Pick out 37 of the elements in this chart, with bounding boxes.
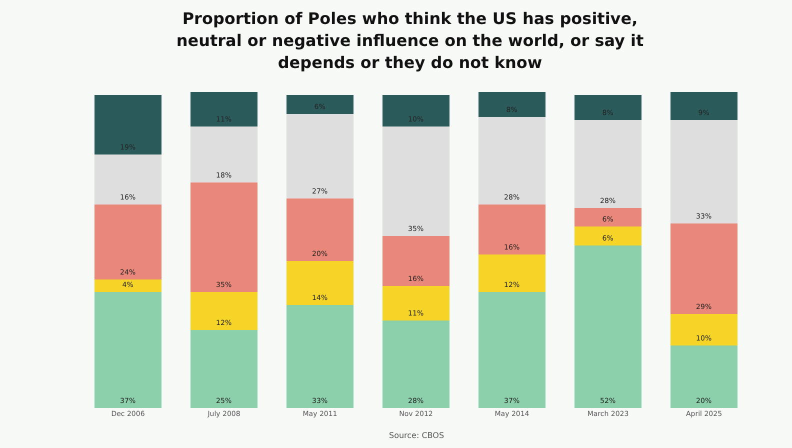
bar bbox=[94, 280, 162, 292]
bar bbox=[382, 126, 450, 236]
bar bbox=[286, 114, 354, 198]
bar bbox=[190, 182, 258, 292]
bar bbox=[670, 314, 738, 346]
bar bbox=[190, 330, 258, 408]
bar bbox=[94, 204, 162, 280]
bar bbox=[478, 292, 546, 408]
bar bbox=[670, 223, 738, 314]
bar bbox=[478, 92, 546, 118]
bar bbox=[94, 292, 162, 408]
bar bbox=[190, 292, 258, 330]
bar bbox=[382, 236, 450, 286]
bar bbox=[670, 345, 738, 408]
bar bbox=[190, 92, 258, 126]
bar bbox=[574, 208, 642, 227]
bar bbox=[574, 95, 642, 120]
bar bbox=[574, 226, 642, 246]
bar bbox=[286, 198, 354, 261]
bar bbox=[286, 304, 354, 408]
source-note: Source: CBOS bbox=[389, 431, 444, 440]
bar bbox=[478, 254, 546, 292]
bar bbox=[670, 92, 738, 120]
bar bbox=[286, 260, 354, 305]
bar bbox=[190, 126, 258, 183]
bar bbox=[478, 204, 546, 255]
bar bbox=[574, 245, 642, 408]
bar bbox=[286, 95, 354, 114]
bar bbox=[382, 320, 450, 408]
bar bbox=[382, 286, 450, 320]
bar bbox=[94, 95, 162, 155]
bar bbox=[478, 117, 546, 205]
bar bbox=[574, 120, 642, 208]
bar bbox=[382, 95, 450, 126]
chart-title: Proportion of Poles who think the US has positive, neutral or negative influence on the world, or say it depends or they do not know bbox=[175, 8, 645, 74]
bar bbox=[670, 120, 738, 224]
bar bbox=[94, 154, 162, 205]
